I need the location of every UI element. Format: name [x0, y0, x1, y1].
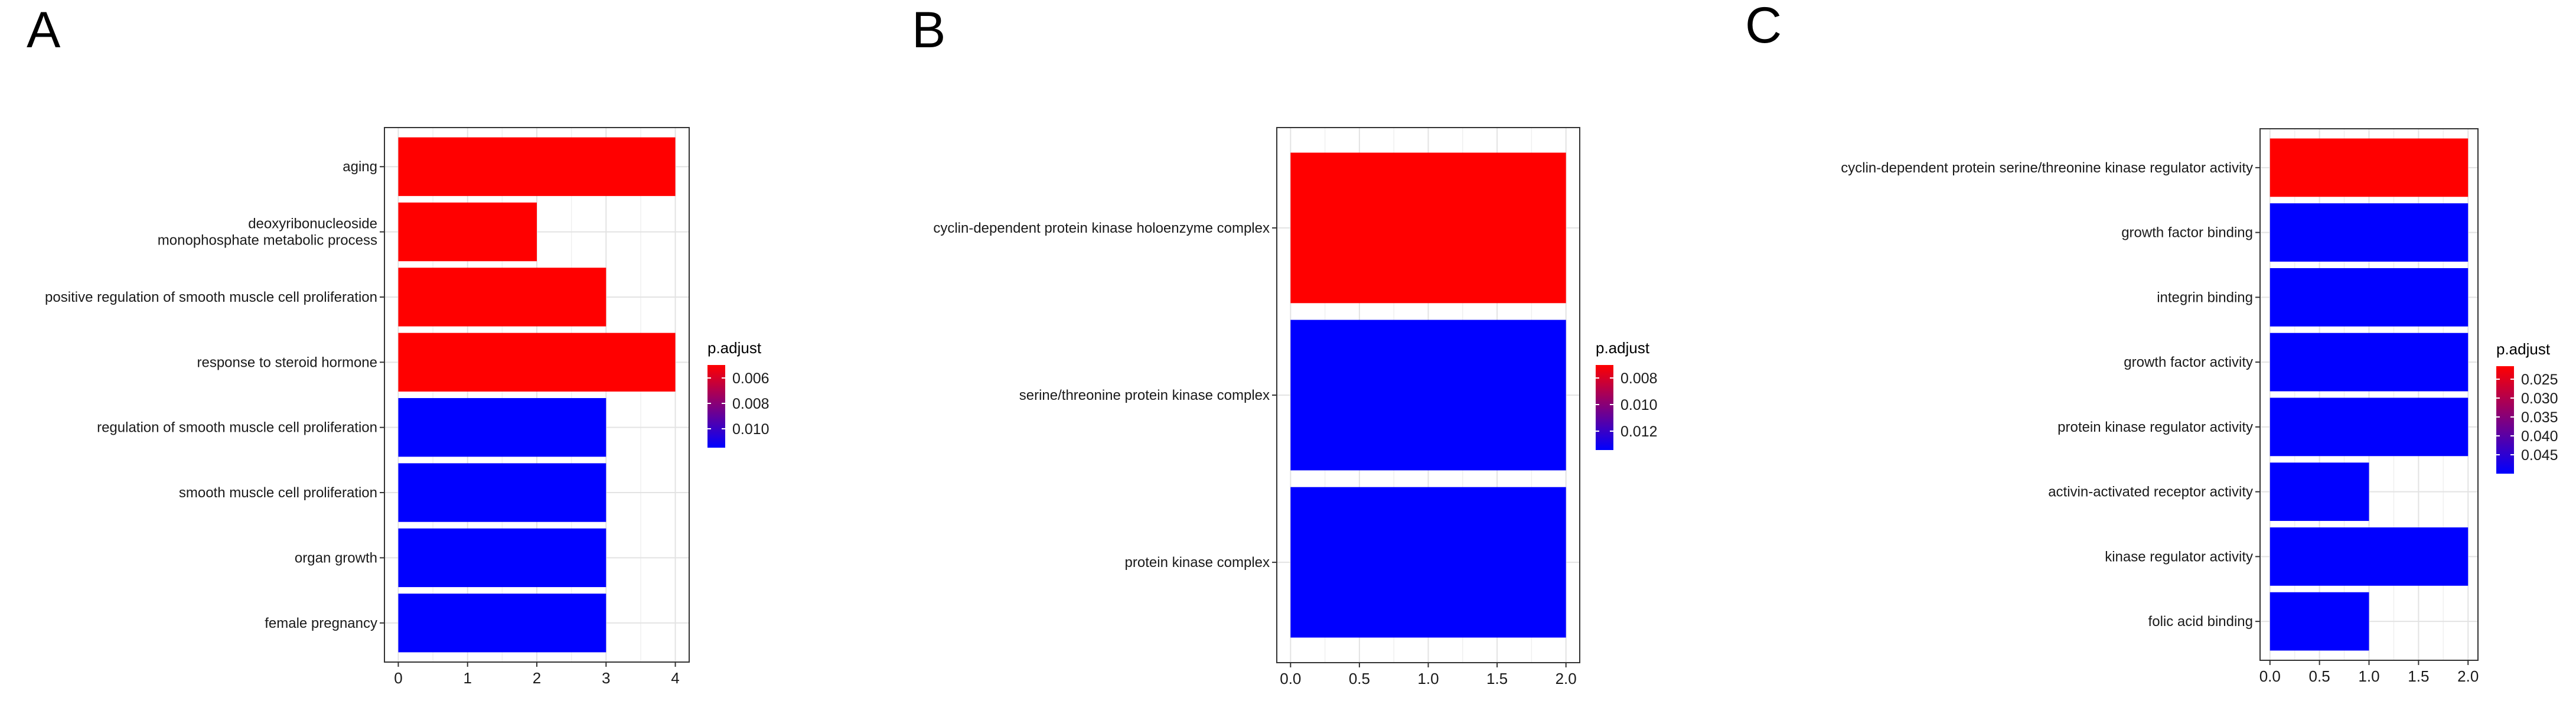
bar	[398, 594, 606, 653]
bar	[2270, 462, 2369, 522]
bar	[2270, 138, 2469, 197]
x-tick-label: 0.5	[1349, 670, 1370, 687]
legend-tick-label: 0.008	[1620, 370, 1658, 387]
legend-colorbar	[1596, 365, 1613, 450]
x-tick-label: 1.0	[1417, 670, 1439, 687]
bar	[2270, 203, 2469, 262]
x-tick-label: 1.0	[2358, 667, 2379, 685]
panel-label: B	[912, 2, 945, 58]
legend-tick-label: 0.010	[1620, 397, 1658, 413]
legend-tick-label: 0.006	[732, 370, 769, 387]
y-tick-label: female pregnancy	[265, 615, 377, 631]
y-tick-label: folic acid binding	[2148, 614, 2253, 630]
y-tick-label: aging	[343, 159, 377, 175]
y-tick-label: protein kinase regulator activity	[2057, 419, 2253, 435]
y-tick-label: activin-activated receptor activity	[2048, 484, 2253, 500]
y-tick-label: cyclin-dependent protein serine/threonin…	[1841, 160, 2253, 176]
x-tick-label: 1.5	[1486, 670, 1508, 687]
y-tick-label: growth factor activity	[2124, 354, 2253, 370]
x-tick-label: 2.0	[1556, 670, 1577, 687]
legend-tick-label: 0.035	[2521, 409, 2558, 426]
y-tick-label: serine/threonine protein kinase complex	[1019, 387, 1270, 403]
x-tick-label: 0.5	[2309, 667, 2330, 685]
y-tick-label: protein kinase complex	[1125, 555, 1270, 571]
legend-tick-label: 0.008	[732, 396, 769, 412]
bar	[398, 398, 606, 457]
bar	[1290, 487, 1566, 638]
y-tick-label: regulation of smooth muscle cell prolife…	[97, 420, 377, 436]
panel-label: A	[27, 2, 61, 58]
panel-label: C	[1745, 0, 1782, 54]
bar	[398, 202, 537, 262]
bar	[2270, 527, 2469, 586]
bar	[1290, 152, 1566, 304]
bar	[398, 137, 676, 196]
legend-title: p.adjust	[2496, 340, 2551, 358]
x-tick-label: 0.0	[1280, 670, 1301, 687]
x-tick-label: 4	[671, 669, 679, 687]
legend-tick-label: 0.045	[2521, 447, 2558, 464]
y-tick-label: integrin binding	[2157, 289, 2253, 305]
bar	[2270, 592, 2369, 651]
legend-tick-label: 0.040	[2521, 428, 2558, 445]
y-tick-label: smooth muscle cell proliferation	[179, 485, 377, 501]
bar	[2270, 268, 2469, 327]
legend-colorbar	[2496, 366, 2514, 474]
x-tick-label: 3	[602, 669, 610, 687]
legend-tick-label: 0.012	[1620, 423, 1658, 440]
y-tick-label: organ growth	[295, 550, 377, 566]
bar	[2270, 397, 2469, 457]
x-tick-label: 0.0	[2259, 667, 2281, 685]
legend-title: p.adjust	[707, 339, 762, 357]
bar	[398, 528, 606, 588]
x-tick-label: 2.0	[2457, 667, 2479, 685]
x-tick-label: 1	[463, 669, 471, 687]
legend-tick-label: 0.030	[2521, 390, 2558, 407]
legend-tick-label: 0.025	[2521, 371, 2558, 388]
y-tick-label: cyclin-dependent protein kinase holoenzy…	[933, 220, 1270, 236]
y-tick-label: response to steroid hormone	[197, 354, 377, 370]
y-tick-label: growth factor binding	[2121, 225, 2253, 241]
legend-title: p.adjust	[1596, 339, 1650, 357]
y-tick-label: kinase regulator activity	[2105, 549, 2253, 565]
x-tick-label: 2	[533, 669, 541, 687]
legend-tick-label: 0.010	[732, 421, 769, 438]
x-tick-label: 1.5	[2408, 667, 2429, 685]
bar	[398, 333, 676, 392]
bar	[398, 268, 606, 327]
legend-colorbar	[707, 365, 725, 448]
bar	[398, 463, 606, 522]
bar	[1290, 320, 1566, 471]
y-tick-label: deoxyribonucleoside monophosphate metabol…	[158, 216, 377, 249]
x-tick-label: 0	[394, 669, 402, 687]
bar	[2270, 333, 2469, 392]
y-tick-label: positive regulation of smooth muscle cel…	[45, 289, 377, 305]
